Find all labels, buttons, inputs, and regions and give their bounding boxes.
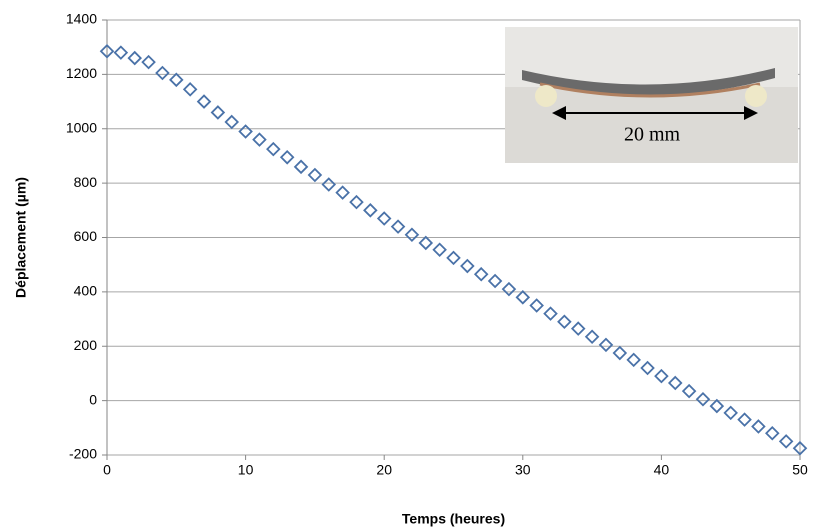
data-point <box>363 203 378 218</box>
data-point <box>487 273 503 289</box>
data-point <box>418 235 434 251</box>
data-point <box>557 314 572 330</box>
data-point <box>695 391 711 407</box>
inset-photo: 20 mm <box>505 27 798 163</box>
data-point <box>224 114 240 130</box>
y-tick-label: 400 <box>74 283 98 299</box>
data-point <box>612 345 628 361</box>
y-tick-label: 800 <box>74 174 98 190</box>
bent-specimen <box>522 68 775 96</box>
data-point <box>279 150 295 165</box>
data-point <box>640 360 655 376</box>
y-tick-label: 1400 <box>66 11 97 27</box>
data-point <box>654 368 669 384</box>
y-tick-label: 1200 <box>66 65 97 81</box>
data-point <box>390 219 406 234</box>
y-tick-label: 200 <box>74 337 98 353</box>
data-point <box>141 54 156 70</box>
data-point <box>196 94 212 109</box>
data-point <box>127 50 142 66</box>
annotation: 20 mm <box>624 124 681 146</box>
data-point <box>778 434 794 449</box>
x-tick-label: 20 <box>376 462 392 478</box>
data-point <box>376 211 392 226</box>
data-point <box>238 124 253 139</box>
data-point <box>667 375 683 391</box>
x-tick-label: 10 <box>238 462 254 478</box>
data-point <box>210 105 226 120</box>
y-tick-label: 600 <box>74 228 98 244</box>
data-point <box>529 298 544 313</box>
x-tick-label: 30 <box>515 462 531 478</box>
x-tick-label: 0 <box>103 462 111 478</box>
y-tick-label: 0 <box>89 391 97 407</box>
specimen-edge <box>539 82 761 98</box>
data-point <box>169 72 184 88</box>
data-point <box>473 266 489 282</box>
data-point <box>293 159 309 175</box>
data-point <box>155 65 170 81</box>
support <box>745 85 767 107</box>
x-tick-label: 40 <box>654 462 670 478</box>
data-point <box>501 281 517 297</box>
y-tick-label: -200 <box>69 446 97 462</box>
data-point <box>182 82 198 97</box>
data-point <box>584 329 600 345</box>
data-point <box>321 177 337 192</box>
data-point <box>99 43 115 59</box>
data-point <box>266 141 281 157</box>
data-point <box>252 132 267 147</box>
data-point <box>446 250 461 266</box>
data-point <box>751 419 766 434</box>
data-point <box>307 167 323 183</box>
y-tick-label: 1000 <box>66 119 97 135</box>
data-point <box>543 306 558 321</box>
data-point <box>709 398 725 414</box>
data-point <box>792 440 808 456</box>
data-point <box>681 383 697 399</box>
data-point <box>515 290 531 305</box>
data-point <box>113 45 129 60</box>
data-point <box>765 425 780 441</box>
data-point <box>335 185 350 200</box>
data-point <box>570 321 586 336</box>
x-axis-title: Temps (heures) <box>402 511 505 527</box>
data-point <box>598 337 614 353</box>
data-point <box>432 242 447 258</box>
data-point <box>737 412 752 427</box>
data-point <box>404 227 420 243</box>
data-point <box>460 258 475 274</box>
support <box>535 85 557 107</box>
data-point <box>626 352 641 368</box>
y-axis-title: Déplacement (µm) <box>13 177 29 298</box>
data-point <box>723 405 738 421</box>
x-tick-label: 50 <box>792 462 808 478</box>
data-point <box>349 194 364 210</box>
